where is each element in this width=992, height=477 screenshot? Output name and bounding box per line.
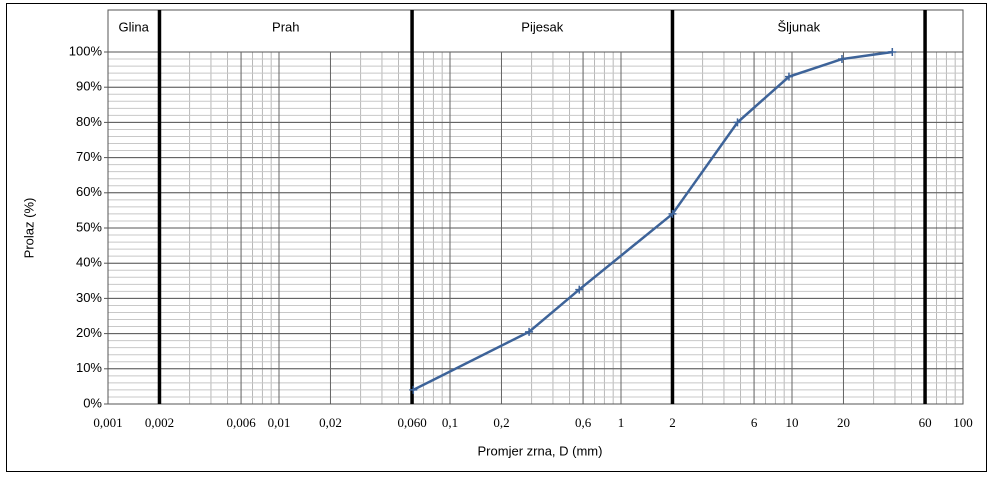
y-tick-label: 20%: [76, 325, 102, 340]
x-tick-label: 0,2: [493, 415, 509, 430]
x-tick-label: 6: [751, 415, 758, 430]
data-point: [837, 55, 846, 64]
y-tick-label: 90%: [76, 79, 102, 94]
x-tick-label: 0,02: [319, 415, 342, 430]
zone-label: Šljunak: [777, 19, 820, 34]
x-tick-label: 100: [953, 415, 973, 430]
frame: [6, 3, 987, 472]
x-tick-label: 2: [669, 415, 676, 430]
y-tick-label: 10%: [76, 360, 102, 375]
x-tick-label: 0,01: [268, 415, 291, 430]
x-tick-label: 0,001: [93, 415, 122, 430]
data-point: [575, 285, 584, 294]
x-tick-label: 0,060: [397, 415, 426, 430]
y-tick-label: 60%: [76, 184, 102, 199]
data-point: [784, 72, 793, 81]
x-tick-label: 0,6: [575, 415, 592, 430]
x-tick-label: 60: [919, 415, 932, 430]
plot-frame: [107, 9, 964, 405]
y-tick-label: 40%: [76, 255, 102, 270]
x-tick-label: 0,1: [442, 415, 458, 430]
x-tick-label: 1: [618, 415, 625, 430]
series-line: [412, 50, 893, 392]
x-axis-label: Promjer zrna, D (mm): [478, 443, 603, 458]
data-point: [409, 385, 418, 394]
x-tick-label: 0,006: [226, 415, 256, 430]
data-point: [668, 209, 677, 218]
x-tick-label: 10: [786, 415, 799, 430]
y-tick-label: 70%: [76, 149, 102, 164]
data-point: [733, 118, 742, 127]
zone-label: Pijesak: [521, 19, 563, 34]
zone-label: Glina: [119, 19, 150, 34]
y-tick-label: 0%: [83, 395, 102, 410]
y-tick-label: 50%: [76, 219, 102, 234]
y-axis-label: Prolaz (%): [21, 198, 36, 259]
x-tick-label: 20: [837, 415, 850, 430]
data-point: [525, 327, 534, 336]
y-tick-label: 100%: [69, 43, 103, 58]
x-tick-label: 0,002: [145, 415, 174, 430]
y-tick-label: 30%: [76, 290, 102, 305]
y-tick-label: 80%: [76, 114, 102, 129]
data-point: [888, 48, 897, 56]
zone-label: Prah: [272, 19, 299, 34]
